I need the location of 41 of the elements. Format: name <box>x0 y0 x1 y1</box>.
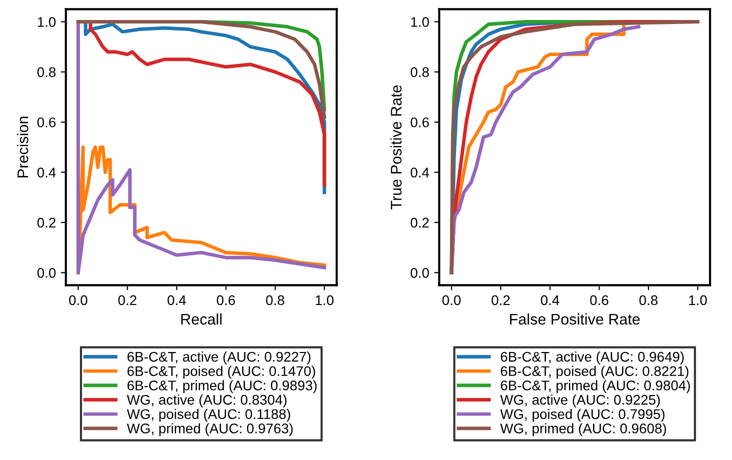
y-tick-label: 0.6 <box>37 117 56 128</box>
y-tick-label: 0.4 <box>37 168 56 178</box>
x-tick-label: 1.0 <box>689 295 707 306</box>
x-tick-label: 0.0 <box>442 295 461 306</box>
x-tick-label: 0.0 <box>69 295 88 306</box>
y-tick-label: 1.0 <box>411 17 429 27</box>
x-tick-label: 0.4 <box>168 295 186 306</box>
x-tick-label: 0.2 <box>118 295 136 306</box>
x-tick-label: 0.4 <box>540 295 560 306</box>
legend-label: 6B-C&T, active (AUC: 0.9227) <box>128 352 310 364</box>
x-tick-label: 0.2 <box>492 295 510 306</box>
legend-label: WG, active (AUC: 0.8304) <box>126 394 286 408</box>
x-tick-label: 0.6 <box>590 295 608 306</box>
legend-label: 6B-C&T, primed (AUC: 0.9804) <box>500 380 690 394</box>
y-tick-label: 1.0 <box>38 17 56 27</box>
y-tick-label: 0.0 <box>410 268 429 278</box>
x-tick-label: 0.8 <box>266 295 284 306</box>
y-axis-title: True Positive Rate <box>390 85 402 210</box>
line-series <box>450 20 700 274</box>
x-tick-label: 1.0 <box>316 295 334 306</box>
y-tick-label: 0.2 <box>410 218 429 228</box>
x-tick-label: 0.6 <box>216 295 235 306</box>
y-axis-title: Precision <box>17 116 28 178</box>
y-tick-label: 0.8 <box>37 67 56 78</box>
legend-label: 6B-C&T, primed (AUC: 0.9893) <box>128 380 317 394</box>
y-tick-label: 0.0 <box>37 268 56 278</box>
y-tick-label: 0.8 <box>410 67 429 78</box>
legend-label: WG, poised (AUC: 0.1188) <box>126 408 290 422</box>
x-axis-title: Recall <box>181 313 222 325</box>
legend-label: 6B-C&T, poised (AUC: 0.1470) <box>128 366 316 379</box>
y-tick-label: 0.2 <box>37 218 56 228</box>
x-tick-label: 0.8 <box>639 295 658 306</box>
legend-label: WG, primed (AUC: 0.9763) <box>126 423 293 436</box>
legend-label: WG, poised (AUC: 0.7995) <box>500 408 664 422</box>
y-tick-label: 0.6 <box>410 117 429 128</box>
legend-label: WG, primed (AUC: 0.9608) <box>500 423 666 436</box>
y-tick-label: 0.4 <box>410 168 430 178</box>
x-axis-title: False Positive Rate <box>510 313 640 325</box>
legend-label: 6B-C&T, poised (AUC: 0.8221) <box>500 366 688 379</box>
legend-label: WG, active (AUC: 0.9225) <box>500 394 660 408</box>
legend-label: 6B-C&T, active (AUC: 0.9649) <box>500 352 684 364</box>
